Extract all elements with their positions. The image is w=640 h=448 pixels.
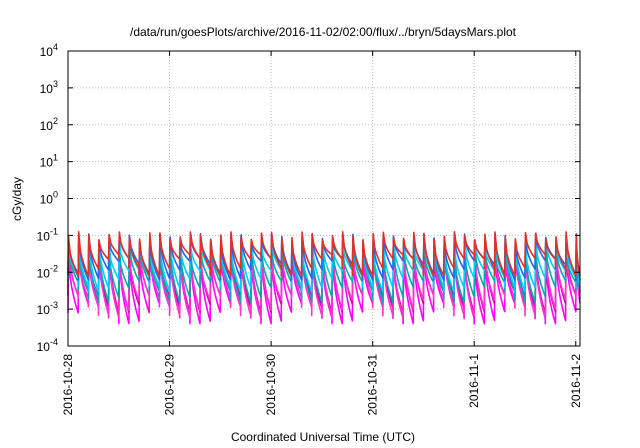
series-line xyxy=(67,242,581,304)
x-tick-label: 2016-10-29 xyxy=(163,354,177,416)
y-tick-label: 10-2 xyxy=(37,263,58,280)
x-axis: 2016-10-28 2016-10-29 2016-10-30 2016-10-31… xyxy=(61,51,583,415)
y-tick-label: 102 xyxy=(40,116,58,133)
y-tick-label: 103 xyxy=(40,79,58,96)
x-axis-label: Coordinated Universal Time (UTC) xyxy=(231,430,415,444)
y-tick-label: 101 xyxy=(40,153,58,170)
x-tick-label: 2016-11-1 xyxy=(467,354,481,408)
y-tick-label: 104 xyxy=(40,42,58,59)
series-line xyxy=(67,231,581,277)
chart-title: /data/run/goesPlots/archive/2016-11-02/0… xyxy=(130,25,517,39)
series-line xyxy=(67,245,581,318)
series-layer xyxy=(67,231,581,325)
y-tick-label: 10-4 xyxy=(37,337,58,354)
grid xyxy=(67,51,580,346)
x-tick-label: 2016-10-30 xyxy=(264,354,278,416)
x-tick-label: 2016-10-31 xyxy=(366,354,380,416)
series-line xyxy=(67,236,581,293)
x-tick-label: 2016-10-28 xyxy=(61,354,75,416)
y-axis-label: cGy/day xyxy=(10,177,24,221)
y-tick-label: 100 xyxy=(40,190,58,207)
x-tick-label: 2016-11-2 xyxy=(569,354,583,408)
y-tick-label: 10-3 xyxy=(37,300,58,317)
y-tick-label: 10-1 xyxy=(37,226,58,243)
